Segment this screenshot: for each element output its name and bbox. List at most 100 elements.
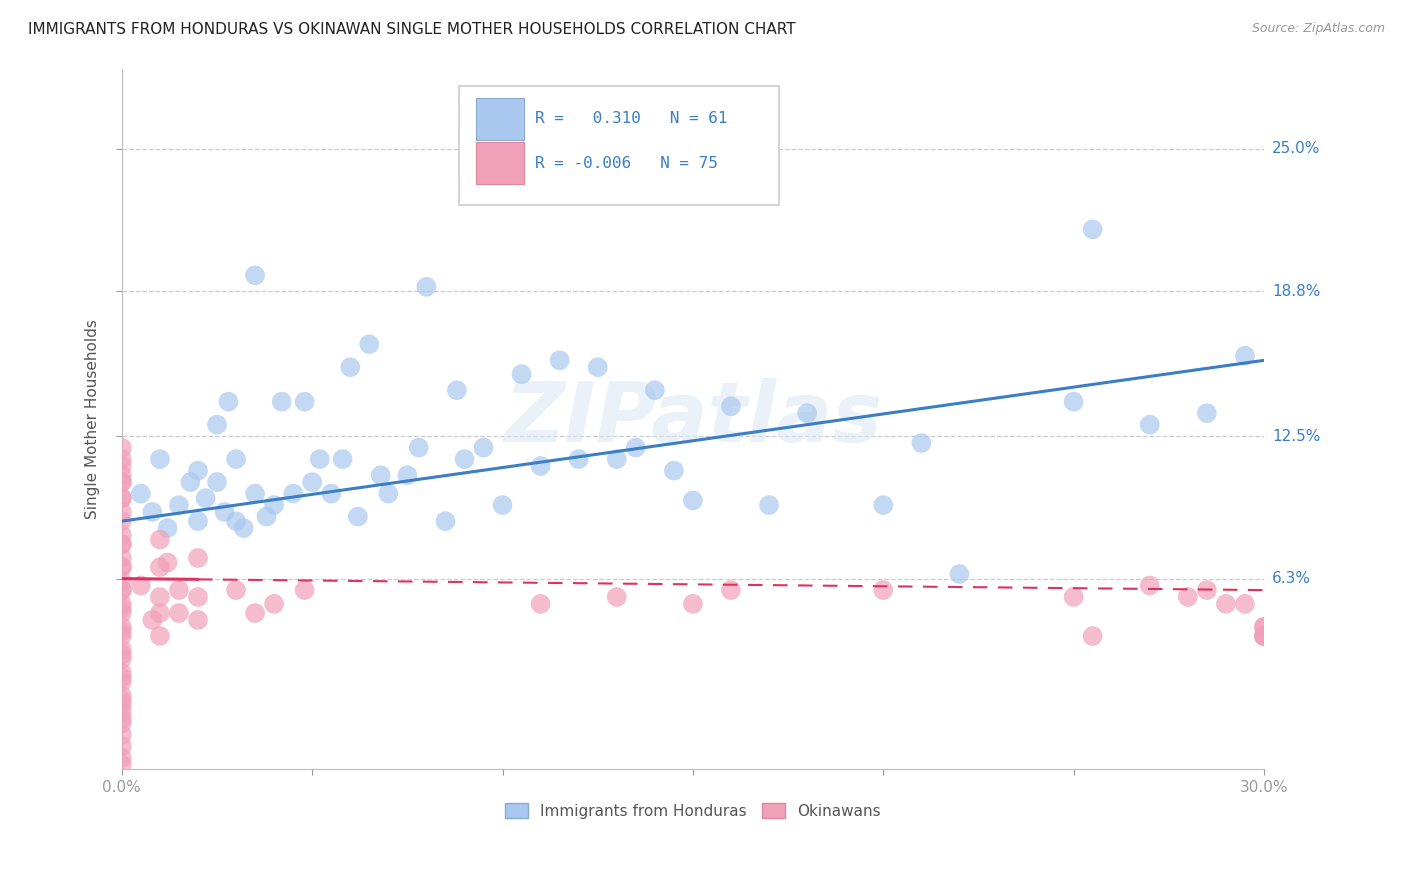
Point	[1253, 620, 1275, 634]
Point	[111, 574, 134, 588]
Point	[446, 383, 468, 397]
Point	[1081, 629, 1104, 643]
Point	[111, 458, 134, 473]
Point	[510, 367, 533, 381]
Point	[167, 606, 190, 620]
Point	[624, 441, 647, 455]
Point	[682, 493, 704, 508]
Text: 18.8%: 18.8%	[1272, 284, 1320, 299]
Point	[111, 751, 134, 765]
Point	[111, 468, 134, 483]
Point	[129, 578, 152, 592]
Point	[1195, 406, 1218, 420]
Point	[948, 567, 970, 582]
Text: 6.3%: 6.3%	[1272, 571, 1312, 586]
Point	[111, 560, 134, 574]
Point	[111, 643, 134, 657]
Point	[1215, 597, 1237, 611]
Point	[156, 556, 179, 570]
Point	[1195, 583, 1218, 598]
Text: R =   0.310   N = 61: R = 0.310 N = 61	[536, 112, 728, 127]
Point	[111, 670, 134, 684]
Point	[263, 597, 285, 611]
Point	[187, 514, 209, 528]
Point	[453, 452, 475, 467]
Point	[111, 550, 134, 565]
Point	[682, 597, 704, 611]
Point	[111, 560, 134, 574]
Point	[111, 665, 134, 680]
Point	[187, 613, 209, 627]
Point	[111, 441, 134, 455]
Point	[408, 441, 430, 455]
Point	[1139, 578, 1161, 592]
Point	[568, 452, 591, 467]
Point	[530, 458, 553, 473]
Point	[294, 394, 316, 409]
Point	[111, 514, 134, 528]
Point	[1253, 629, 1275, 643]
Point	[111, 505, 134, 519]
Point	[205, 417, 228, 432]
Point	[720, 399, 742, 413]
Text: Source: ZipAtlas.com: Source: ZipAtlas.com	[1251, 22, 1385, 36]
Point	[111, 475, 134, 489]
Point	[149, 590, 172, 604]
Point	[1081, 222, 1104, 236]
Point	[606, 452, 628, 467]
Point	[111, 705, 134, 719]
Point	[111, 528, 134, 542]
Point	[156, 521, 179, 535]
Point	[377, 486, 399, 500]
Point	[179, 475, 201, 489]
Point	[1063, 590, 1085, 604]
Point	[111, 624, 134, 639]
Point	[111, 716, 134, 731]
Point	[1253, 629, 1275, 643]
Point	[111, 648, 134, 662]
Point	[796, 406, 818, 420]
Text: 25.0%: 25.0%	[1272, 142, 1320, 156]
Point	[111, 491, 134, 505]
Text: IMMIGRANTS FROM HONDURAS VS OKINAWAN SINGLE MOTHER HOUSEHOLDS CORRELATION CHART: IMMIGRANTS FROM HONDURAS VS OKINAWAN SIN…	[28, 22, 796, 37]
Point	[1253, 629, 1275, 643]
Point	[225, 452, 247, 467]
Point	[111, 689, 134, 703]
Text: R = -0.006   N = 75: R = -0.006 N = 75	[536, 155, 718, 170]
Point	[548, 353, 571, 368]
Point	[644, 383, 666, 397]
FancyBboxPatch shape	[475, 143, 524, 184]
Point	[872, 498, 894, 512]
Point	[243, 268, 266, 283]
Point	[270, 394, 292, 409]
Point	[217, 394, 239, 409]
Point	[111, 597, 134, 611]
Point	[359, 337, 381, 351]
Point	[1233, 349, 1256, 363]
Point	[294, 583, 316, 598]
Point	[720, 583, 742, 598]
FancyBboxPatch shape	[458, 86, 779, 205]
Point	[111, 712, 134, 726]
Point	[111, 728, 134, 742]
Point	[149, 606, 172, 620]
Point	[129, 486, 152, 500]
Point	[347, 509, 370, 524]
Point	[187, 590, 209, 604]
Point	[301, 475, 323, 489]
Point	[141, 613, 163, 627]
Text: 12.5%: 12.5%	[1272, 429, 1320, 443]
Point	[111, 475, 134, 489]
Point	[111, 693, 134, 707]
Point	[225, 514, 247, 528]
FancyBboxPatch shape	[475, 98, 524, 140]
Point	[1063, 394, 1085, 409]
Point	[149, 452, 172, 467]
Point	[910, 436, 932, 450]
Point	[415, 280, 437, 294]
Point	[111, 620, 134, 634]
Point	[187, 550, 209, 565]
Point	[321, 486, 343, 500]
Point	[167, 583, 190, 598]
Point	[339, 360, 361, 375]
